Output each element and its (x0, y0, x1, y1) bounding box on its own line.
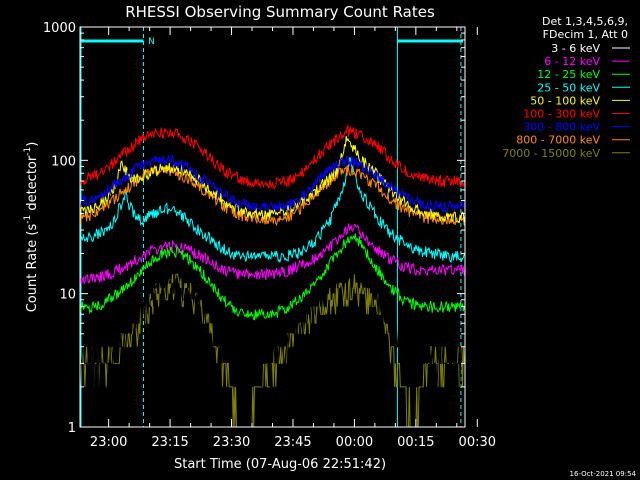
legend-header-line: Det 1,3,4,5,6,9, (542, 15, 628, 28)
series-line (79, 164, 466, 227)
y-axis-label-sup: -1 (23, 147, 33, 156)
legend-label: 3 - 6 keV (551, 42, 600, 55)
y-axis-label-mid: detector (25, 155, 40, 215)
legend-label: 7000 - 15000 keV (502, 147, 600, 160)
legend-label: 6 - 12 keV (544, 55, 600, 68)
legend-label: 25 - 50 keV (537, 81, 600, 94)
y-axis-label-sup: -1 (23, 215, 33, 224)
y-tick-label: 1000 (43, 21, 76, 36)
series-line (79, 233, 466, 321)
y-axis: 1 10 100 1000 (43, 21, 465, 436)
series-line (79, 155, 466, 214)
y-tick-label: 10 (59, 288, 76, 303)
legend-label: 100 - 300 keV (523, 108, 600, 121)
legend-label: 50 - 100 keV (530, 94, 600, 107)
x-tick-label: 23:30 (213, 435, 250, 450)
x-tick-label: 23:00 (90, 435, 127, 450)
timestamp: 16-Oct-2021 09:54 (570, 470, 637, 478)
y-axis-label: Count Rate (s-1 detector-1) (23, 142, 40, 313)
x-axis: 23:00 23:15 23:30 23:45 00:00 00:15 00:30 (90, 27, 496, 450)
plot-area: N (79, 27, 466, 428)
x-tick-label: 00:30 (459, 435, 496, 450)
y-axis-label-main: Count Rate (s (25, 224, 40, 313)
chart-title: RHESSI Observing Summary Count Rates (125, 3, 435, 21)
x-tick-label: 00:00 (336, 435, 373, 450)
series-line (79, 135, 466, 224)
x-tick-label: 23:15 (151, 435, 188, 450)
legend: Det 1,3,4,5,6,9, FDecim 1, Att 0 3 - 6 k… (502, 15, 630, 160)
y-axis-label-end: ) (25, 142, 40, 147)
x-tick-label: 23:45 (274, 435, 311, 450)
legend-label: 300 - 800 keV (523, 121, 600, 134)
x-axis-label: Start Time (07-Aug-06 22:51:42) (174, 457, 386, 472)
series-line (79, 124, 466, 190)
series-line (79, 223, 466, 285)
y-tick-label: 100 (51, 154, 76, 169)
series-line (79, 157, 466, 263)
series-line (79, 250, 465, 388)
x-tick-label: 00:15 (397, 435, 434, 450)
night-marker-label: N (148, 37, 155, 47)
legend-header-line: FDecim 1, Att 0 (543, 28, 628, 41)
legend-label: 800 - 7000 keV (516, 134, 600, 147)
y-tick-label: 1 (68, 421, 76, 436)
legend-label: 12 - 25 keV (537, 68, 600, 81)
